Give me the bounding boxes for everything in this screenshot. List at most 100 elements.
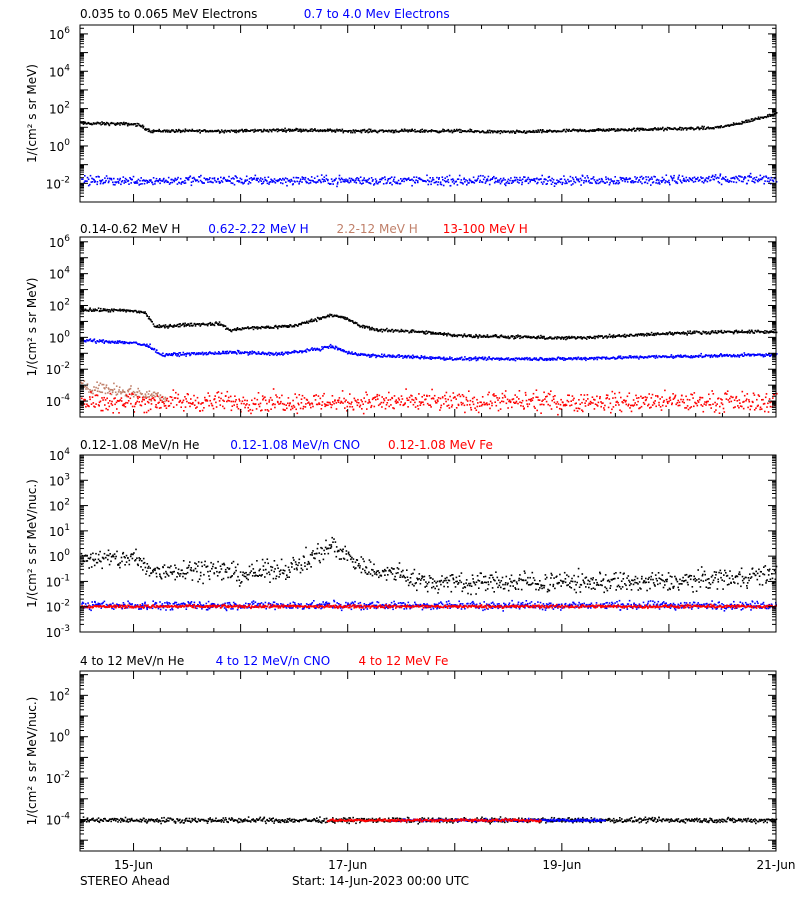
- data-point: [629, 355, 632, 357]
- data-point: [557, 403, 560, 405]
- data-point: [496, 397, 498, 399]
- data-point: [219, 404, 222, 406]
- data-point: [389, 354, 392, 357]
- data-point: [534, 180, 536, 183]
- data-point: [229, 328, 231, 331]
- data-point: [162, 130, 164, 133]
- data-point: [204, 352, 206, 355]
- data-point: [421, 330, 424, 333]
- data-point: [759, 353, 761, 355]
- data-point: [679, 356, 681, 358]
- data-point: [703, 125, 705, 128]
- data-point: [450, 406, 453, 408]
- data-point: [321, 404, 323, 406]
- data-point: [160, 406, 162, 409]
- data-point: [468, 359, 471, 362]
- data-point: [145, 411, 148, 414]
- data-point: [676, 182, 679, 185]
- data-point: [228, 129, 231, 132]
- data-point: [289, 352, 291, 354]
- data-point: [236, 328, 238, 330]
- data-point: [375, 130, 377, 132]
- data-point: [362, 179, 365, 181]
- data-point: [319, 350, 322, 352]
- data-point: [764, 355, 766, 357]
- data-point: [199, 410, 201, 412]
- data-point: [619, 129, 622, 132]
- data-point: [186, 178, 189, 181]
- data-point: [422, 331, 425, 333]
- data-point: [406, 399, 409, 401]
- data-point: [254, 130, 256, 133]
- data-point: [162, 352, 164, 355]
- data-point: [298, 128, 300, 131]
- data-point: [193, 322, 196, 325]
- data-point: [249, 182, 252, 184]
- data-point: [646, 356, 649, 359]
- data-point: [439, 332, 442, 334]
- data-point: [166, 325, 169, 328]
- data-point: [110, 177, 113, 180]
- data-point: [378, 355, 381, 357]
- data-point: [118, 389, 120, 391]
- data-point: [134, 123, 137, 125]
- data-point: [434, 332, 437, 334]
- data-point: [522, 405, 524, 408]
- data-point: [455, 407, 458, 409]
- data-point: [551, 337, 554, 340]
- data-point: [657, 333, 660, 335]
- data-point: [405, 355, 407, 358]
- data-point: [644, 128, 647, 130]
- data-point: [223, 324, 225, 327]
- data-point: [106, 177, 109, 180]
- data-point: [260, 327, 262, 330]
- data-point: [754, 117, 757, 119]
- data-point: [146, 128, 149, 130]
- data-point: [306, 321, 308, 324]
- data-point: [220, 129, 223, 131]
- data-point: [120, 392, 122, 395]
- data-point: [491, 358, 493, 361]
- data-point: [375, 356, 377, 359]
- data-point: [479, 334, 481, 337]
- data-point: [664, 333, 667, 336]
- data-point: [247, 406, 249, 409]
- data-point: [308, 320, 310, 322]
- data-point: [615, 129, 618, 132]
- data-point: [488, 183, 491, 186]
- data-point: [732, 332, 735, 335]
- data-point: [371, 326, 373, 329]
- data-point: [578, 180, 581, 183]
- data-point: [336, 399, 339, 402]
- data-point: [204, 396, 206, 399]
- data-point: [593, 356, 596, 359]
- data-point: [535, 129, 537, 132]
- data-point: [571, 176, 574, 179]
- data-point: [678, 332, 681, 334]
- data-point: [397, 179, 400, 182]
- data-point: [743, 177, 745, 179]
- data-point: [656, 128, 658, 131]
- data-point: [740, 180, 743, 183]
- data-point: [772, 179, 774, 182]
- data-point: [528, 336, 531, 339]
- data-point: [417, 181, 419, 184]
- data-point: [111, 391, 114, 394]
- data-point: [307, 322, 310, 324]
- data-point: [218, 180, 220, 183]
- data-point: [134, 394, 137, 396]
- data-point: [419, 131, 421, 133]
- data-point: [728, 124, 731, 127]
- data-point: [670, 355, 672, 358]
- data-point: [401, 355, 404, 357]
- data-point: [562, 338, 565, 340]
- data-point: [302, 128, 305, 131]
- data-point: [543, 337, 545, 339]
- data-point: [549, 129, 551, 131]
- data-point: [141, 179, 144, 182]
- data-point: [652, 355, 654, 357]
- data-point: [662, 332, 664, 335]
- data-point: [528, 398, 530, 401]
- data-point: [373, 184, 375, 186]
- data-point: [119, 122, 121, 124]
